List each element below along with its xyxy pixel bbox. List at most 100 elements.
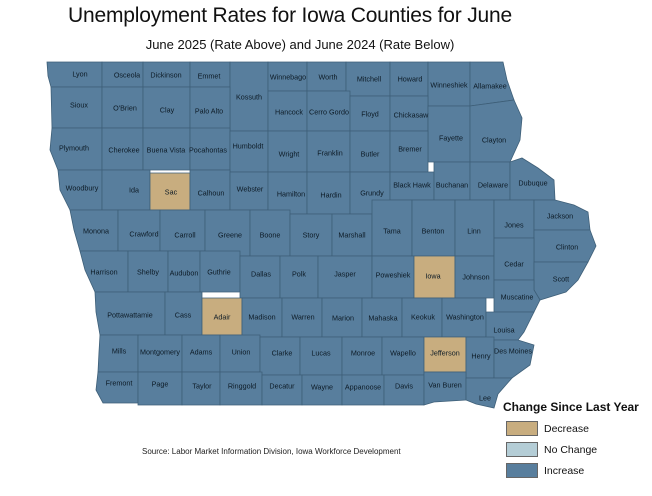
county-label-o-brien: O'Brien xyxy=(113,104,137,113)
county-label-greene: Greene xyxy=(218,231,242,240)
county-label-story: Story xyxy=(303,231,320,240)
county-label-adair: Adair xyxy=(214,313,231,322)
county-label-pocahontas: Pocahontas xyxy=(189,146,227,155)
county-label-union: Union xyxy=(232,348,251,357)
county-label-mahaska: Mahaska xyxy=(368,314,397,323)
legend-label-decrease: Decrease xyxy=(544,422,589,435)
legend-swatch-no-change xyxy=(506,442,538,457)
county-label-des-moines: Des Moines xyxy=(494,347,532,356)
county-label-guthrie: Guthrie xyxy=(207,268,231,277)
county-label-poweshiek: Poweshiek xyxy=(376,271,411,280)
county-van-buren xyxy=(423,371,467,406)
county-lee xyxy=(465,377,513,409)
county-label-cass: Cass xyxy=(175,311,192,320)
county-label-buena-vista: Buena Vista xyxy=(147,146,186,155)
county-label-ringgold: Ringgold xyxy=(228,382,256,391)
legend-item-increase: Increase xyxy=(506,460,652,481)
county-label-hardin: Hardin xyxy=(320,191,341,200)
county-page xyxy=(137,371,183,406)
legend-label-no-change: No Change xyxy=(544,443,598,456)
county-label-crawford: Crawford xyxy=(129,230,158,239)
map-title: Unemployment Rates for Iowa Counties for… xyxy=(68,4,512,27)
county-label-cherokee: Cherokee xyxy=(108,146,139,155)
county-label-black-hawk: Black Hawk xyxy=(393,181,431,190)
county-label-emmet: Emmet xyxy=(198,72,221,81)
source-note: Source: Labor Market Information Divisio… xyxy=(142,447,401,456)
county-label-hamilton: Hamilton xyxy=(277,190,305,199)
county-label-kossuth: Kossuth xyxy=(236,93,262,102)
county-label-osceola: Osceola xyxy=(114,71,140,80)
county-label-polk: Polk xyxy=(292,270,306,279)
county-label-dallas: Dallas xyxy=(251,270,271,279)
county-clayton xyxy=(469,99,523,163)
county-label-washington: Washington xyxy=(446,313,484,322)
county-label-warren: Warren xyxy=(291,313,314,322)
county-label-worth: Worth xyxy=(318,73,337,82)
county-label-decatur: Decatur xyxy=(269,382,295,391)
county-label-mitchell: Mitchell xyxy=(357,75,382,84)
county-label-clay: Clay xyxy=(160,106,175,115)
county-label-sioux: Sioux xyxy=(70,101,88,110)
county-label-audubon: Audubon xyxy=(170,269,199,278)
county-label-boone: Boone xyxy=(260,231,281,240)
county-label-adams: Adams xyxy=(190,348,213,357)
county-label-buchanan: Buchanan xyxy=(436,181,468,190)
county-label-dickinson: Dickinson xyxy=(150,71,181,80)
legend-item-no-change: No Change xyxy=(506,439,652,460)
county-label-monona: Monona xyxy=(83,227,109,236)
county-label-clarke: Clarke xyxy=(272,349,293,358)
county-label-jasper: Jasper xyxy=(334,270,356,279)
county-label-scott: Scott xyxy=(553,275,569,284)
county-label-palo-alto: Palo Alto xyxy=(195,107,223,116)
county-label-fremont: Fremont xyxy=(106,379,133,388)
county-label-appanoose: Appanoose xyxy=(345,383,381,392)
county-label-bremer: Bremer xyxy=(398,145,422,154)
county-label-clayton: Clayton xyxy=(482,136,506,145)
county-label-cerro-gordo: Cerro Gordo xyxy=(309,108,349,117)
county-label-marshall: Marshall xyxy=(338,231,366,240)
legend-swatch-increase xyxy=(506,463,538,478)
county-label-madison: Madison xyxy=(248,313,275,322)
county-label-wright: Wright xyxy=(279,150,300,159)
county-label-marion: Marion xyxy=(332,314,354,323)
county-label-davis: Davis xyxy=(395,382,413,391)
county-label-tama: Tama xyxy=(383,227,401,236)
legend-title: Change Since Last Year xyxy=(503,400,639,414)
county-label-delaware: Delaware xyxy=(478,181,508,190)
county-fremont xyxy=(95,371,139,404)
county-label-johnson: Johnson xyxy=(462,273,489,282)
county-label-woodbury: Woodbury xyxy=(66,184,99,193)
county-label-cedar: Cedar xyxy=(504,260,524,269)
county-label-wayne: Wayne xyxy=(311,383,333,392)
county-label-shelby: Shelby xyxy=(137,268,159,277)
county-label-chickasaw: Chickasaw xyxy=(394,111,430,120)
county-ida xyxy=(101,169,151,211)
county-label-grundy: Grundy xyxy=(360,189,384,198)
county-jones xyxy=(493,199,535,239)
county-label-jones: Jones xyxy=(504,221,524,230)
county-label-franklin: Franklin xyxy=(317,149,343,158)
county-humboldt xyxy=(229,130,269,173)
county-label-dubuque: Dubuque xyxy=(518,179,547,188)
county-label-winnebago: Winnebago xyxy=(270,73,306,82)
county-allamakee xyxy=(469,61,515,107)
legend-label-increase: Increase xyxy=(544,464,585,477)
county-label-linn: Linn xyxy=(467,227,481,236)
county-label-howard: Howard xyxy=(398,75,423,84)
counties-layer xyxy=(46,61,597,409)
county-label-humboldt: Humboldt xyxy=(233,142,264,151)
county-label-webster: Webster xyxy=(237,185,264,194)
county-label-floyd: Floyd xyxy=(361,110,379,119)
county-label-montgomery: Montgomery xyxy=(140,348,180,357)
county-label-louisa: Louisa xyxy=(493,326,514,335)
county-label-taylor: Taylor xyxy=(192,382,212,391)
county-label-muscatine: Muscatine xyxy=(501,293,534,302)
county-label-sac: Sac xyxy=(165,188,178,197)
county-label-jackson: Jackson xyxy=(547,212,573,221)
county-label-butler: Butler xyxy=(361,150,380,159)
county-label-ida: Ida xyxy=(129,186,139,195)
county-label-benton: Benton xyxy=(422,227,445,236)
county-label-monroe: Monroe xyxy=(351,349,375,358)
legend: Change Since Last Year Decrease No Chang… xyxy=(503,400,652,481)
